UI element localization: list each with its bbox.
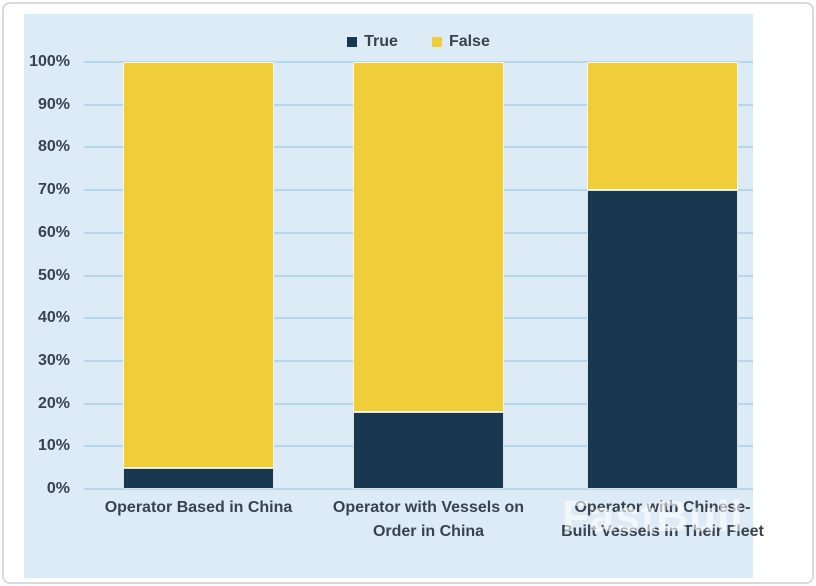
bar-segment-true — [123, 467, 274, 489]
y-axis-tick-label: 60% — [37, 223, 70, 241]
bar-segment-true — [353, 412, 504, 489]
legend-item-true: True — [347, 33, 398, 51]
legend-swatch-false-icon — [431, 37, 442, 47]
chart-legend: True False — [84, 30, 753, 54]
x-axis-label: Operator Based in China — [104, 499, 293, 516]
x-axis-label: Operator with Chinese-Built Vessels in T… — [561, 499, 764, 540]
bar-segment-false — [587, 62, 738, 191]
bar-segment-false — [123, 62, 274, 468]
chart-panel: True False 0% 10% 20% 30% 40% 50% 60% 70% 80% 90% 1… — [24, 14, 764, 578]
y-axis-tick-label: 10% — [37, 437, 70, 455]
y-axis-tick-label: 0% — [46, 480, 70, 497]
legend-label: True — [364, 33, 398, 50]
y-axis-tick-label: 90% — [37, 95, 70, 113]
gridline — [84, 488, 753, 490]
y-axis-tick-label: 40% — [37, 309, 70, 327]
bar-segment-false — [353, 62, 504, 413]
legend-item-false: False — [431, 33, 490, 51]
legend-label: False — [448, 33, 490, 50]
y-axis-tick-label: 30% — [37, 351, 70, 369]
y-axis-tick-label: 20% — [37, 394, 70, 412]
legend-swatch-true-icon — [347, 37, 358, 47]
plot-area: 0% 10% 20% 30% 40% 50% 60% 70% 80% 90% 100% Operato… — [24, 14, 764, 578]
bar-segment-true — [587, 190, 738, 489]
y-axis-tick-label: 50% — [37, 266, 70, 284]
y-axis-tick-label: 80% — [37, 138, 70, 156]
y-axis-tick-label: 70% — [37, 181, 70, 199]
x-axis-label: Operator with Vessels on Order in China — [332, 499, 525, 540]
y-axis-tick-label: 100% — [29, 53, 70, 70]
